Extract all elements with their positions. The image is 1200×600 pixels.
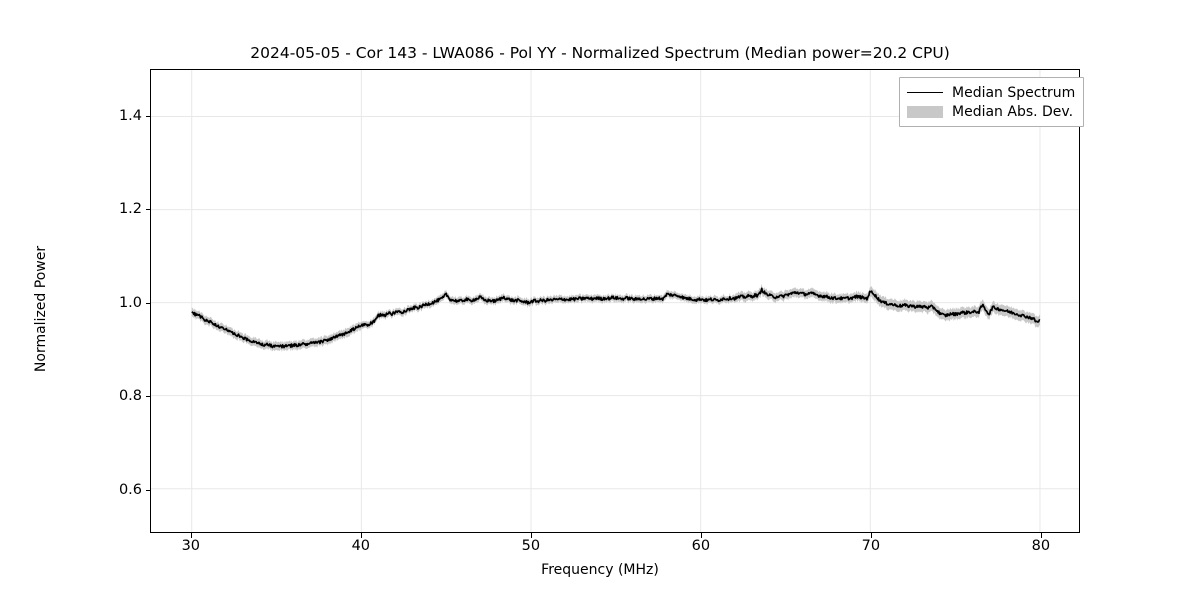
page-title: 2024-05-05 - Cor 143 - LWA086 - Pol YY -… <box>250 44 950 62</box>
x-tick-mark <box>530 533 532 538</box>
legend-label-median-spectrum: Median Spectrum <box>952 84 1076 101</box>
x-tick-mark <box>190 533 192 538</box>
legend-line-swatch <box>907 86 943 100</box>
x-tick-mark <box>700 533 702 538</box>
mad-band <box>191 283 1040 352</box>
x-tick-label: 80 <box>1031 538 1051 554</box>
x-tick-label: 40 <box>351 538 371 554</box>
legend-label-median-abs-dev: Median Abs. Dev. <box>952 103 1074 120</box>
plot-area <box>150 69 1080 533</box>
y-tick-mark <box>146 115 151 117</box>
y-tick-label: 1.4 <box>118 107 142 124</box>
x-tick-label: 30 <box>181 538 201 554</box>
x-tick-label: 60 <box>691 538 711 554</box>
y-tick-label: 1.2 <box>118 201 142 218</box>
legend-item-median-abs-dev: Median Abs. Dev. <box>907 102 1075 121</box>
x-tick-mark <box>360 533 362 538</box>
x-tick-mark <box>1040 533 1042 538</box>
grid-lines <box>151 70 1079 532</box>
y-tick-mark <box>146 489 151 491</box>
y-tick-mark <box>146 396 151 398</box>
legend-patch-swatch <box>907 105 943 119</box>
x-tick-label: 50 <box>521 538 541 554</box>
plot-svg <box>151 70 1079 532</box>
y-tick-mark <box>146 302 151 304</box>
y-tick-mark <box>146 209 151 211</box>
y-tick-label: 0.8 <box>118 388 142 405</box>
x-tick-label: 70 <box>861 538 881 554</box>
x-tick-mark <box>870 533 872 538</box>
y-tick-label: 1.0 <box>118 294 142 311</box>
legend: Median Spectrum Median Abs. Dev. <box>899 77 1085 127</box>
x-axis-label: Frequency (MHz) <box>541 562 659 578</box>
legend-item-median-spectrum: Median Spectrum <box>907 83 1075 102</box>
y-axis-label: Normalized Power <box>33 245 49 373</box>
median-spectrum-line <box>191 287 1041 349</box>
y-tick-label: 0.6 <box>118 481 142 498</box>
